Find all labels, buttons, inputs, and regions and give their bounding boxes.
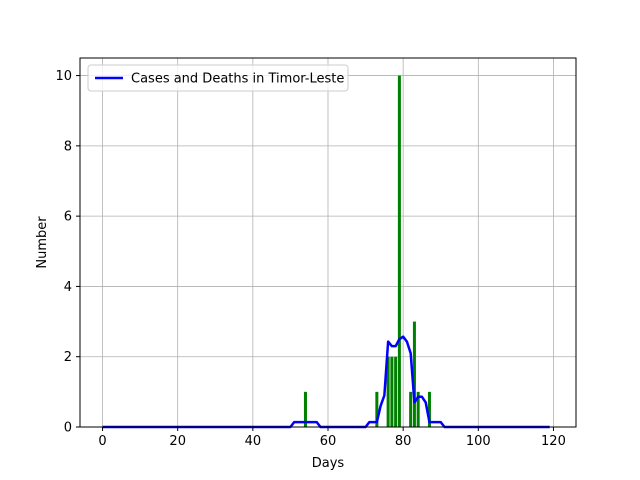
x-tick-label: 0 (98, 434, 106, 449)
y-tick-label: 0 (64, 421, 72, 436)
bar (375, 391, 379, 427)
legend-entry-label: Cases and Deaths in Timor-Leste (131, 72, 344, 87)
bar (394, 356, 398, 427)
line-series (102, 335, 550, 429)
bar (427, 391, 431, 427)
x-tick-label: 60 (320, 434, 337, 449)
x-tick-label: 80 (395, 434, 412, 449)
bar (303, 391, 307, 427)
x-tick-label: 40 (245, 434, 262, 449)
bar-series (303, 75, 431, 428)
legend: Cases and Deaths in Timor-Leste (87, 64, 349, 92)
y-tick-label: 10 (55, 69, 72, 84)
x-axis-ticks: 0 20 40 60 80 100 120 (98, 427, 566, 449)
y-tick-label: 6 (64, 210, 72, 225)
y-tick-label: 2 (64, 350, 72, 365)
x-tick-label: 100 (466, 434, 491, 449)
y-axis-ticks: 0 2 4 6 8 10 (55, 69, 80, 436)
bar (412, 321, 416, 427)
x-tick-label: 20 (169, 434, 186, 449)
y-tick-label: 8 (64, 139, 72, 154)
bar (416, 391, 420, 427)
bar (397, 75, 401, 428)
legend-box (87, 64, 349, 92)
x-axis-label: Days (312, 456, 345, 471)
y-tick-label: 4 (64, 280, 72, 295)
x-tick-label: 120 (541, 434, 566, 449)
bar (390, 356, 394, 427)
bar (409, 391, 413, 427)
bar (386, 356, 390, 427)
series-line (102, 335, 550, 429)
gridlines (80, 58, 576, 428)
y-axis-label: Number (35, 216, 50, 269)
